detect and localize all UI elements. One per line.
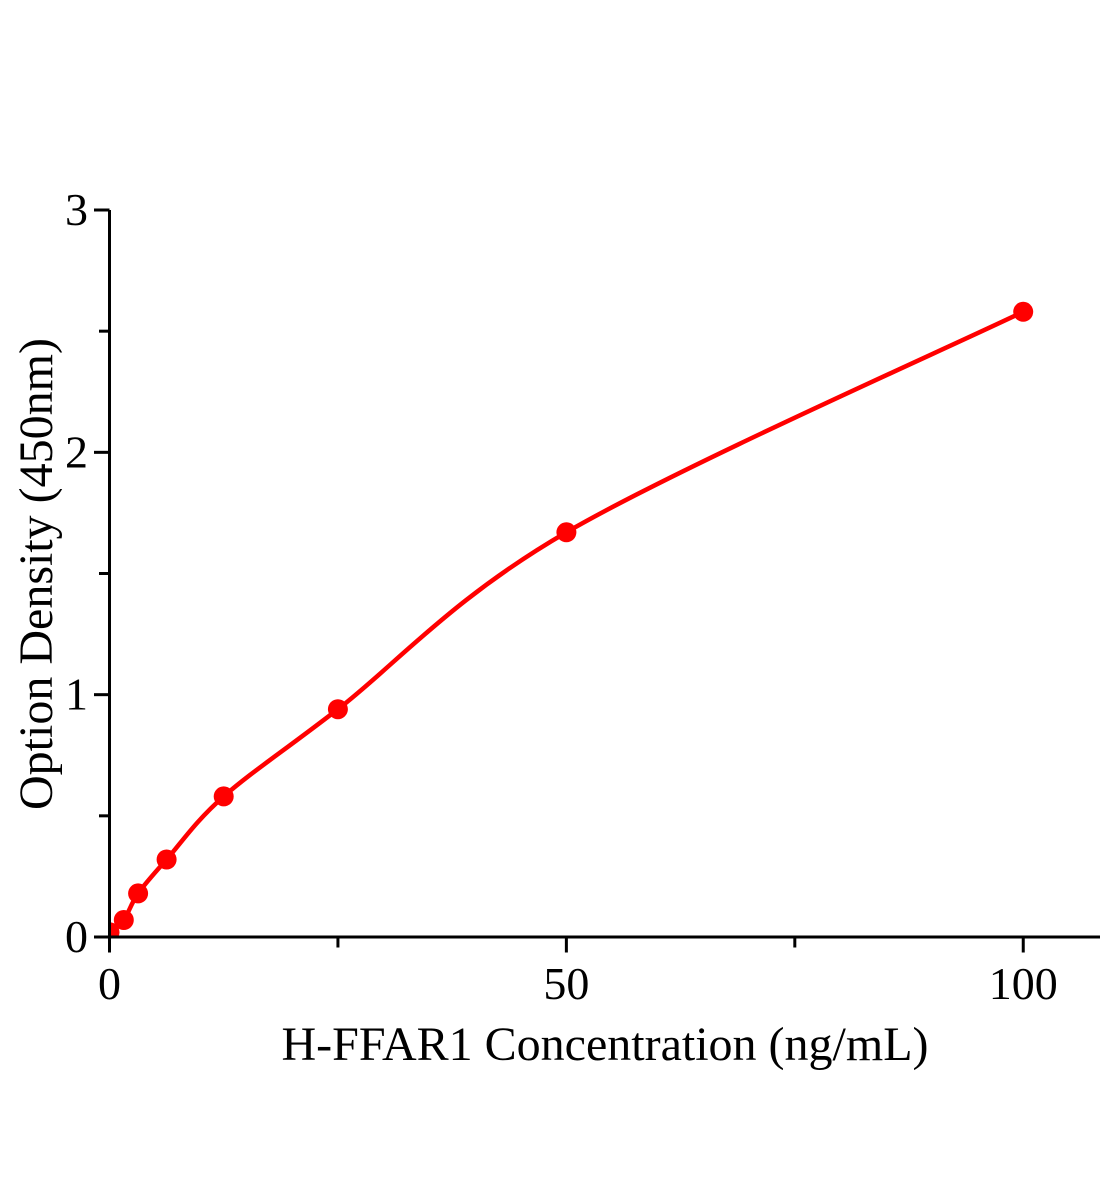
data-point <box>213 786 234 807</box>
x-axis-title: H-FFAR1 Concentration (ng/mL) <box>281 1018 928 1071</box>
data-series <box>108 301 1034 937</box>
x-tick-label: 100 <box>989 958 1058 1009</box>
y-tick-label: 0 <box>65 911 88 962</box>
data-point <box>327 699 348 720</box>
data-point <box>556 522 577 543</box>
y-tick-label: 3 <box>65 184 88 235</box>
y-tick-label: 2 <box>65 426 88 477</box>
axes: 0 50 100 0 1 2 3 <box>65 184 1100 1009</box>
x-tick-label: 50 <box>543 958 589 1009</box>
y-tick-label: 1 <box>65 669 88 720</box>
data-point <box>128 883 149 904</box>
data-point <box>1013 301 1034 322</box>
y-axis-title: Option Density (450nm) <box>10 338 63 810</box>
fit-curve <box>108 309 1025 934</box>
x-tick-label: 0 <box>98 958 121 1009</box>
data-point <box>156 849 177 870</box>
data-point <box>113 910 134 930</box>
